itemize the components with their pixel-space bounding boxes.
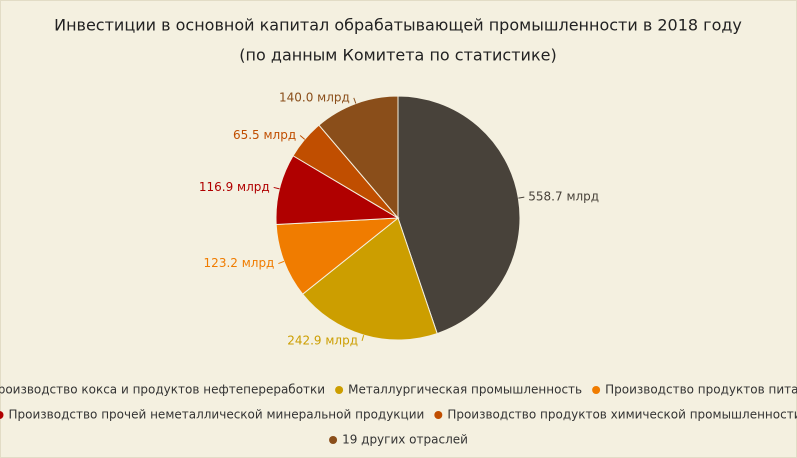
legend-marker (0, 411, 4, 419)
pie-slice (275, 217, 400, 295)
legend-row: Производство кокса и продуктов нефтепере… (0, 383, 797, 397)
data-label: 65.5 млрд (233, 128, 296, 142)
data-label: 558.7 млрд (528, 190, 599, 204)
legend-label: Металлургическая промышленность (348, 383, 582, 397)
chart-title: Инвестиции в основной капитал обрабатыва… (54, 16, 742, 35)
leader-line (361, 334, 365, 341)
legend-label: Производство продуктов химической промыш… (447, 408, 797, 422)
legend-label: Производство кокса и продуктов нефтепере… (0, 383, 325, 397)
legend-item: Производство продуктов питания (592, 383, 797, 397)
legend-row: Производство прочей неметаллической мине… (0, 408, 797, 422)
legend-marker (592, 386, 601, 394)
legend-label: 19 других отраслей (342, 433, 468, 447)
leader-line (299, 135, 306, 140)
legend-row: 19 других отраслей (329, 433, 468, 447)
legend-item: Производство прочей неметаллической мине… (0, 408, 424, 422)
data-label: 140.0 млрд (279, 90, 350, 104)
leader-line (273, 186, 280, 190)
legend-marker (335, 386, 344, 394)
pie-slice (301, 217, 438, 341)
data-label: 123.2 млрд (204, 256, 275, 270)
data-label: 242.9 млрд (287, 333, 358, 347)
legend-marker (329, 436, 338, 444)
legend-marker (434, 411, 443, 419)
chart-subtitle: (по данным Комитета по статистике) (239, 46, 556, 65)
leader-line (353, 97, 357, 104)
legend-item: Производство продуктов химической промыш… (434, 408, 797, 422)
legend-label: Производство прочей неметаллической мине… (9, 408, 425, 422)
leader-line (278, 260, 285, 265)
data-label: 116.9 млрд (199, 180, 270, 194)
legend-item: Металлургическая промышленность (335, 383, 582, 397)
leader-line (518, 196, 525, 199)
legend-item: 19 других отраслей (329, 433, 468, 447)
legend-label: Производство продуктов питания (605, 383, 797, 397)
legend-item: Производство кокса и продуктов нефтепере… (0, 383, 325, 397)
